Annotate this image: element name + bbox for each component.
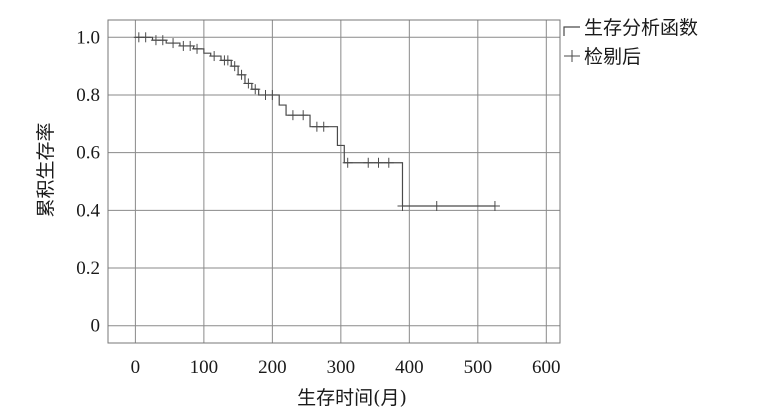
x-tick-label: 600 — [532, 357, 561, 378]
censor-mark — [168, 38, 179, 49]
x-tick-labels: 0 100 200 300 400 500 600 — [131, 357, 561, 378]
legend-label-survival: 生存分析函数 — [584, 17, 698, 39]
plot-frame — [107, 19, 561, 344]
censor-mark — [383, 157, 394, 168]
censor-mark — [243, 78, 254, 89]
censor-mark — [397, 201, 408, 212]
censor-marks — [133, 32, 500, 212]
legend-censor-swatch — [564, 50, 580, 62]
censor-mark — [222, 55, 233, 66]
y-tick-label: 0.4 — [76, 200, 100, 221]
y-tick-label: 0.6 — [76, 143, 100, 164]
survival-curve — [135, 36, 495, 207]
grid-layer — [108, 20, 560, 343]
censor-mark — [287, 110, 298, 121]
censor-mark — [298, 110, 309, 121]
x-tick-label: 500 — [464, 357, 493, 378]
y-tick-labels: 0 0.2 0.4 0.6 0.8 1.0 — [76, 27, 100, 336]
x-tick-label: 200 — [258, 357, 287, 378]
y-tick-label: 0 — [91, 316, 101, 337]
legend-step-swatch — [563, 26, 580, 36]
censor-mark — [373, 157, 384, 168]
censor-mark — [209, 51, 220, 62]
censor-mark — [236, 69, 247, 80]
censor-mark — [363, 157, 374, 168]
censor-mark — [267, 89, 278, 100]
censor-mark — [157, 35, 168, 46]
y-tick-label: 1.0 — [76, 27, 100, 48]
x-tick-label: 400 — [395, 357, 424, 378]
y-tick-label: 0.8 — [76, 85, 100, 106]
y-tick-label: 0.2 — [76, 258, 100, 279]
censor-mark — [185, 40, 196, 51]
legend-label-censored: 检剔后 — [584, 46, 641, 68]
legend: 生存分析函数 检剔后 — [563, 17, 698, 68]
censor-mark — [318, 121, 329, 132]
x-tick-label: 0 — [131, 357, 141, 378]
censor-mark — [192, 43, 203, 54]
censor-mark — [140, 32, 151, 43]
censor-mark — [431, 201, 442, 212]
censor-mark — [342, 157, 353, 168]
censor-mark — [229, 61, 240, 72]
censor-mark — [250, 84, 261, 95]
y-axis-title: 累积生存率 — [35, 122, 57, 217]
censor-mark — [489, 201, 500, 212]
x-tick-label: 100 — [190, 357, 219, 378]
x-axis-title: 生存时间(月) — [297, 387, 407, 409]
x-tick-label: 300 — [327, 357, 356, 378]
